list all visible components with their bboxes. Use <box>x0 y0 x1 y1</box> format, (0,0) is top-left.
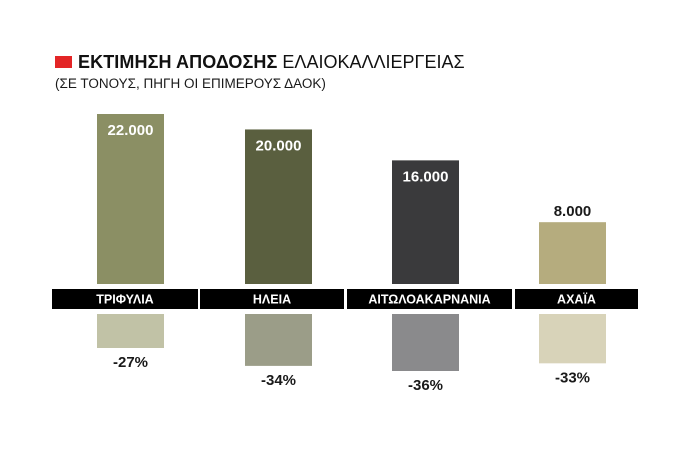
change-percent-label: -34% <box>261 372 296 389</box>
title-line: ΕΚΤΙΜΗΣΗ ΑΠΟΔΟΣΗΣ ΕΛΑΙΟΚΑΛΛΙΕΡΓΕΙΑΣ <box>55 51 465 73</box>
chart-subtitle: (ΣΕ ΤΟΝΟΥΣ, ΠΗΓΗ ΟΙ ΕΠΙΜΕΡΟΥΣ ΔΑΟΚ) <box>55 76 326 91</box>
chart-title-bold: ΕΚΤΙΜΗΣΗ ΑΠΟΔΟΣΗΣ <box>78 51 278 72</box>
chart-title-light: ΕΛΑΙΟΚΑΛΛΙΕΡΓΕΙΑΣ <box>282 51 465 72</box>
category-band-2 <box>200 289 344 309</box>
change-bar <box>539 314 606 364</box>
bar <box>539 222 606 284</box>
category-band-1 <box>52 289 198 309</box>
change-bar <box>245 314 312 366</box>
category-band-4 <box>515 289 638 309</box>
change-bar <box>392 314 459 371</box>
title-marker-square <box>55 56 72 68</box>
category-band-3 <box>347 289 512 309</box>
change-bar <box>97 314 164 348</box>
category-label: ΗΛΕΙΑ <box>253 293 291 307</box>
bar <box>392 160 459 284</box>
bar-value-label: 20.000 <box>256 137 302 154</box>
change-percent-label: -36% <box>408 377 443 394</box>
change-percent-label: -27% <box>113 354 148 371</box>
bar-value-label: 8.000 <box>554 203 592 220</box>
category-label: ΑΧΑΪΑ <box>557 292 596 307</box>
chart-header: ΕΚΤΙΜΗΣΗ ΑΠΟΔΟΣΗΣ ΕΛΑΙΟΚΑΛΛΙΕΡΓΕΙΑΣ (ΣΕ … <box>55 51 465 91</box>
category-label: ΑΙΤΩΛΟΑΚΑΡΝΑΝΙΑ <box>368 293 490 307</box>
category-label: ΤΡΙΦΥΛΙΑ <box>96 293 153 307</box>
bar <box>245 129 312 284</box>
bar-value-label: 16.000 <box>403 168 449 185</box>
bar <box>97 114 164 284</box>
change-percent-label: -33% <box>555 369 590 386</box>
bar-value-label: 22.000 <box>108 122 154 139</box>
